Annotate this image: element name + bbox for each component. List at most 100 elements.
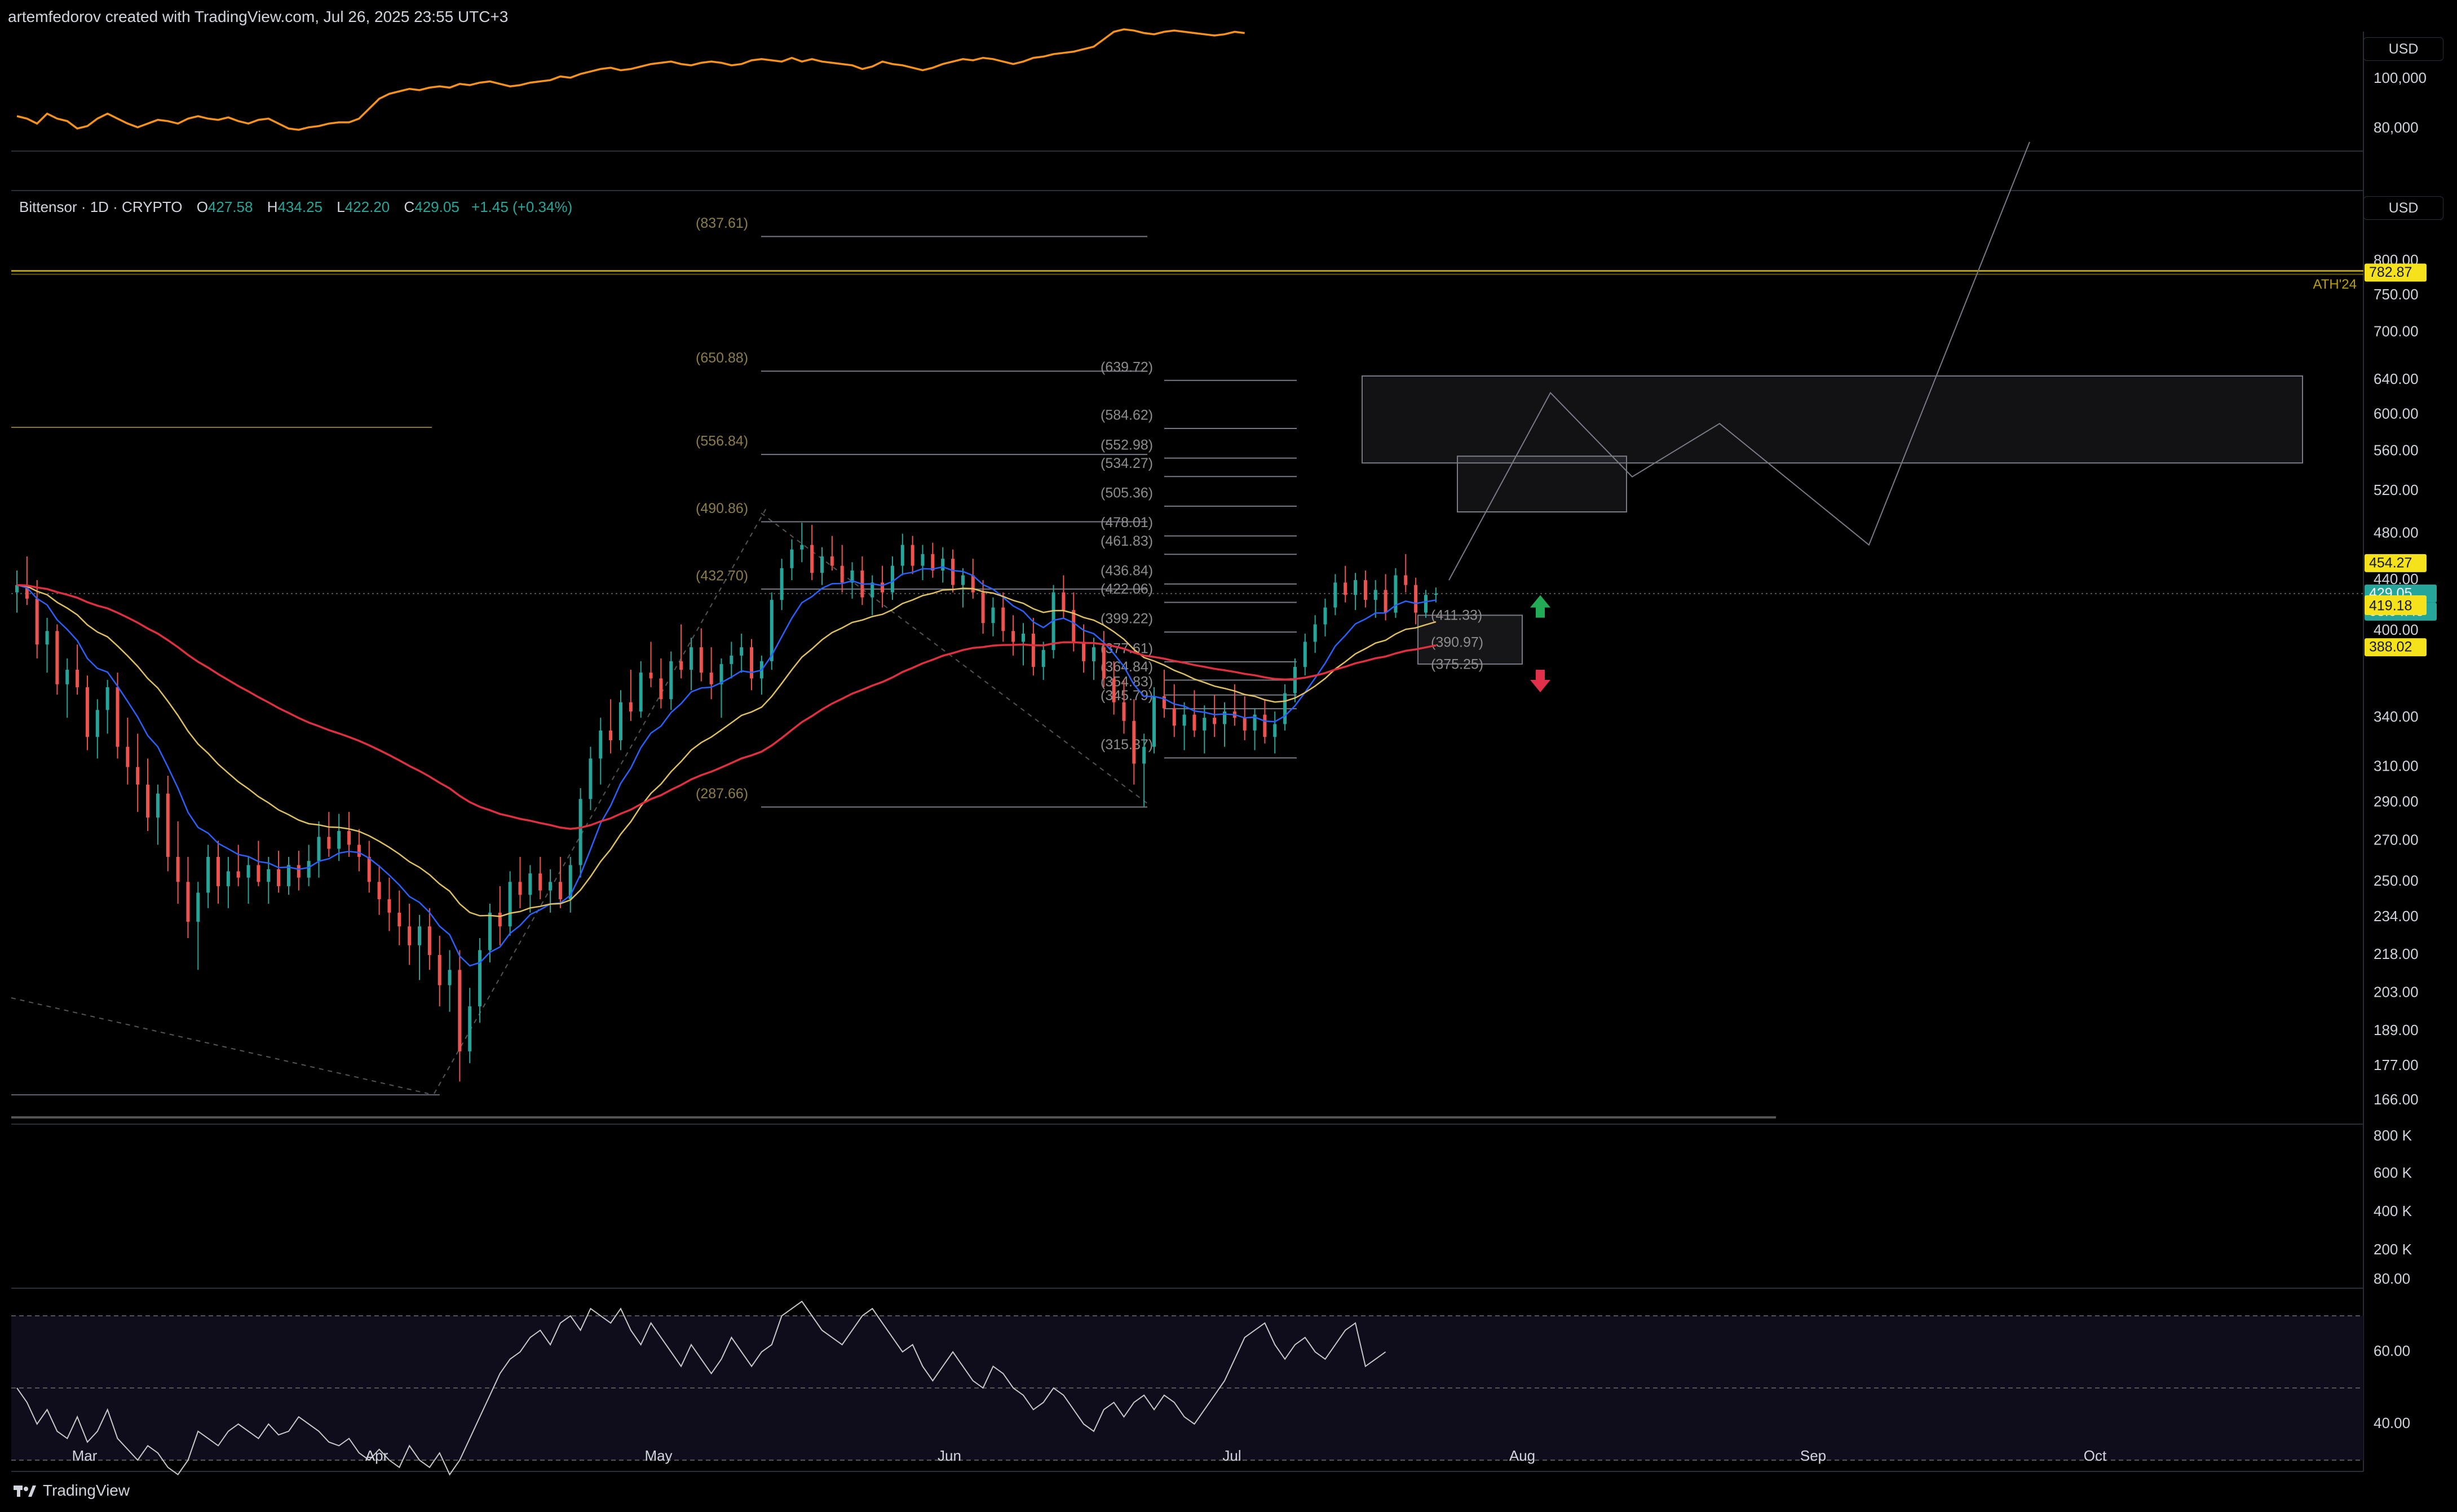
price-tag-bg [2365, 638, 2427, 657]
time-axis-label: Jul [1222, 1447, 1241, 1464]
candle-body [1112, 678, 1116, 702]
candle-body [900, 545, 904, 566]
candle-body [156, 793, 160, 818]
target-box-label: (390.97) [1431, 635, 1483, 651]
candle-body [629, 702, 633, 712]
price-tick-label: 310.00 [2374, 758, 2419, 775]
price-tick-label: 290.00 [2374, 793, 2419, 810]
dashed-trend-line [761, 512, 1148, 804]
fib-right-label: (639.72) [1101, 359, 1153, 375]
candle-body [1022, 634, 1025, 642]
candle-body [307, 861, 311, 878]
candle-body [699, 647, 703, 673]
candle-body [1354, 580, 1358, 595]
fib-right-label: (436.84) [1101, 563, 1153, 578]
candle-body [1223, 711, 1226, 724]
price-tag-label: 419.18 [2369, 598, 2412, 614]
candle-body [1323, 607, 1327, 625]
open-value: 427.58 [207, 198, 253, 215]
candle-body [206, 856, 210, 893]
fib-right-label: (461.83) [1101, 533, 1153, 549]
candle-body [558, 882, 562, 900]
price-tick-label: 520.00 [2374, 481, 2419, 498]
candle-body [1384, 590, 1387, 613]
candle-body [840, 565, 844, 583]
price-tag-bg [2365, 554, 2427, 572]
currency-selector-top[interactable]: USD [2363, 37, 2443, 61]
candle-body [35, 598, 39, 645]
candle-body [267, 869, 271, 882]
comparison-line [16, 28, 1245, 131]
candle-body [790, 549, 794, 568]
candle-body [55, 631, 59, 684]
rsi-tick-label: 40.00 [2374, 1414, 2410, 1431]
candle-body [1333, 582, 1337, 608]
candle-body [1051, 592, 1055, 651]
candle-body [800, 545, 804, 550]
candle-body [1213, 718, 1217, 724]
candle-body [65, 670, 69, 684]
candle-body [719, 664, 723, 684]
candle-body [810, 545, 814, 573]
candle-body [669, 661, 673, 700]
candle-body [317, 837, 321, 861]
price-tick-label: 600.00 [2374, 405, 2419, 422]
candle-body [438, 954, 441, 985]
comparison-tick-label: 100,000 [2374, 69, 2427, 86]
candle-body [820, 556, 824, 573]
candle-body [921, 554, 925, 566]
candle-body [387, 899, 391, 913]
price-tick-label: 189.00 [2374, 1022, 2419, 1038]
candle-body [740, 647, 744, 656]
candle-body [890, 565, 894, 593]
price-tag-label: 782.87 [2369, 264, 2412, 280]
candle-body [166, 793, 170, 857]
ath-label: ATH'24 [2313, 277, 2357, 292]
tradingview-footer[interactable]: TradingView [14, 1482, 130, 1500]
candle-body [1062, 592, 1066, 611]
candle-body [1414, 585, 1418, 613]
candle-body [1363, 580, 1367, 600]
candle-body [830, 556, 834, 566]
time-axis-label: Aug [1509, 1447, 1535, 1464]
ema-mid-line [16, 584, 1437, 917]
candle-body [488, 912, 492, 950]
candle-body [1082, 642, 1086, 661]
candle-body [25, 585, 29, 599]
candle-body [397, 912, 401, 927]
fib-right-label: (552.98) [1101, 437, 1153, 453]
price-tick-label: 270.00 [2374, 831, 2419, 848]
candle-body [1203, 718, 1207, 731]
high-label: H [267, 198, 278, 215]
fib-right-label: (422.06) [1101, 581, 1153, 597]
candle-body [951, 559, 955, 585]
high-value: 434.25 [277, 198, 322, 215]
rsi-tick-label: 80.00 [2374, 1270, 2410, 1287]
fib-right-label: (345.79) [1101, 688, 1153, 704]
candle-body [1031, 634, 1035, 667]
candle-body [659, 678, 663, 700]
candle-body [226, 871, 230, 886]
candle-body [418, 926, 421, 945]
up-arrow-icon [1530, 595, 1550, 618]
target-box [1417, 614, 1523, 665]
candle-body [1162, 696, 1166, 709]
low-label: L [337, 198, 345, 215]
candle-body [1011, 631, 1015, 642]
fib-left-label: (837.61) [696, 215, 748, 231]
time-axis-label: Sep [1800, 1447, 1826, 1464]
target-box-label: (411.33) [1431, 607, 1482, 623]
candle-body [448, 970, 452, 985]
open-label: O [196, 198, 208, 215]
projection-path [1448, 142, 2030, 581]
candle-body [1273, 724, 1277, 737]
candle-body [15, 585, 19, 593]
currency-selector-main[interactable]: USD [2363, 196, 2443, 220]
attribution-text: artemfedorov created with TradingView.co… [8, 8, 509, 25]
candle-body [639, 673, 643, 712]
price-tick-label: 560.00 [2374, 442, 2419, 459]
price-tag-label: 454.27 [2369, 555, 2412, 571]
candle-body [367, 856, 371, 882]
candle-body [1293, 666, 1297, 693]
